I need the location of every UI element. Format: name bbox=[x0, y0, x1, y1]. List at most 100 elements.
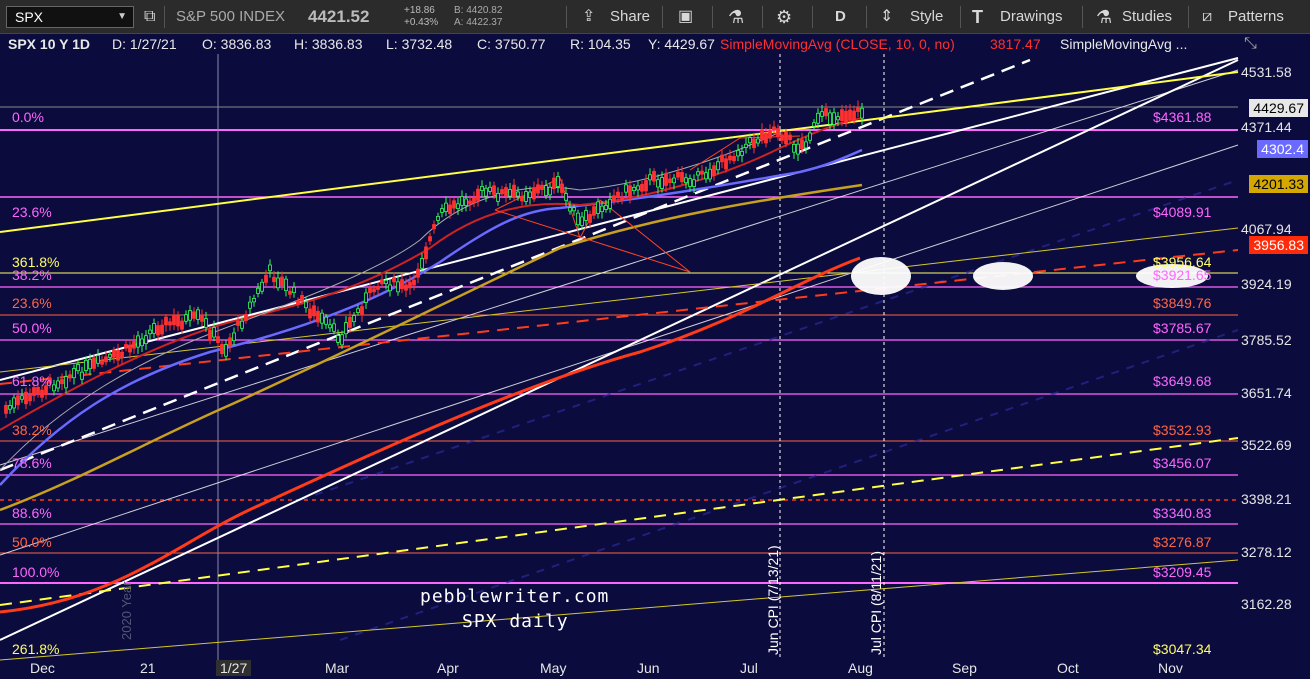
candle-body bbox=[560, 183, 564, 193]
link-symbol-icon[interactable]: ⧉ bbox=[144, 8, 156, 25]
candle-body bbox=[756, 138, 760, 144]
candle-body bbox=[784, 131, 788, 145]
divider bbox=[866, 6, 867, 28]
fib-right-label: $3956.64 bbox=[1153, 254, 1212, 270]
time-axis-tick: Nov bbox=[1158, 660, 1183, 676]
candle-body bbox=[752, 138, 756, 149]
candle-body bbox=[640, 183, 644, 192]
candle-body bbox=[820, 111, 824, 117]
candle-body bbox=[68, 374, 72, 379]
candle-body bbox=[108, 353, 112, 358]
share-icon[interactable]: ⇪ bbox=[582, 8, 596, 25]
candle-body bbox=[420, 258, 424, 269]
time-axis-tick: 1/27 bbox=[216, 660, 252, 676]
patterns-button[interactable]: Patterns bbox=[1228, 8, 1284, 25]
info-low: L: 3732.48 bbox=[386, 36, 453, 52]
candle-body bbox=[432, 224, 436, 230]
candle-body bbox=[652, 170, 656, 182]
time-axis-tick: Dec bbox=[30, 660, 55, 676]
candle-body bbox=[812, 122, 816, 127]
price-axis-tick: 3651.74 bbox=[1241, 385, 1292, 401]
sma-10-line bbox=[0, 117, 863, 431]
candle-body bbox=[348, 316, 352, 328]
last-price-box: 4429.67 bbox=[1249, 99, 1308, 117]
yellow-trendlines bbox=[0, 71, 1239, 661]
candle-body bbox=[768, 130, 772, 139]
symbol-text: SPX bbox=[15, 9, 44, 25]
candle-body bbox=[268, 264, 272, 272]
candle-body bbox=[500, 189, 504, 195]
candle-body bbox=[572, 207, 576, 212]
candle-body bbox=[136, 335, 140, 348]
candle-body bbox=[280, 276, 284, 286]
highlight-oval bbox=[851, 257, 911, 295]
candle-body bbox=[588, 214, 592, 223]
calendar-icon[interactable]: ▣ bbox=[678, 8, 694, 25]
fib-right-label: $4089.91 bbox=[1153, 204, 1212, 220]
studies-icon[interactable]: ⚗ bbox=[1096, 7, 1113, 27]
candle-body bbox=[272, 276, 276, 283]
candle-body bbox=[424, 246, 428, 260]
info-open: O: 3836.83 bbox=[202, 36, 272, 52]
candle-body bbox=[192, 311, 196, 319]
studies-button[interactable]: Studies bbox=[1122, 8, 1173, 25]
expand-icon[interactable]: ⤡ bbox=[1244, 35, 1257, 52]
year-annotation: 2020 Year bbox=[118, 560, 138, 640]
fib-left-label: 88.6% bbox=[12, 505, 52, 521]
candle-body bbox=[504, 187, 508, 197]
drawings-button[interactable]: Drawings bbox=[1000, 8, 1063, 25]
symbol-selector[interactable]: SPX ▼ bbox=[6, 6, 134, 28]
sma-blue-price-box: 4302.4 bbox=[1257, 140, 1308, 158]
divider bbox=[812, 6, 813, 28]
candle-body bbox=[480, 186, 484, 191]
candle-body bbox=[48, 379, 52, 384]
candle-body bbox=[468, 200, 472, 205]
price-axis-tick: 4067.94 bbox=[1241, 221, 1292, 237]
candle-body bbox=[552, 177, 556, 190]
candle-body bbox=[484, 187, 488, 197]
pct-change: +0.43% bbox=[404, 17, 439, 28]
style-icon[interactable]: ⇕ bbox=[880, 8, 894, 25]
candle-body bbox=[324, 316, 328, 325]
candle-body bbox=[616, 191, 620, 198]
style-button[interactable]: Style bbox=[910, 8, 944, 25]
sma-gold-line bbox=[0, 183, 863, 512]
price-axis-tick: 3522.69 bbox=[1241, 437, 1292, 453]
period-selector[interactable]: D bbox=[835, 8, 846, 25]
fib-left-label: 361.8% bbox=[12, 254, 60, 270]
candle-body bbox=[664, 173, 668, 186]
price-axis-tick: 4371.44 bbox=[1241, 119, 1292, 135]
drawings-icon[interactable]: T bbox=[972, 7, 983, 27]
candle-body bbox=[656, 179, 660, 188]
candle-body bbox=[360, 306, 364, 316]
candle-body bbox=[400, 279, 404, 290]
candle-body bbox=[696, 171, 700, 176]
info-high: H: 3836.83 bbox=[294, 36, 363, 52]
sma-red-price-box: 3956.83 bbox=[1249, 236, 1308, 254]
candle-body bbox=[648, 174, 652, 181]
candle-body bbox=[308, 308, 312, 319]
time-axis-tick: May bbox=[540, 660, 567, 676]
candle-body bbox=[80, 371, 84, 380]
candle-body bbox=[384, 279, 388, 284]
candle-body bbox=[580, 216, 584, 226]
candle-body bbox=[208, 329, 212, 341]
candle-body bbox=[416, 268, 420, 278]
candle-body bbox=[764, 132, 768, 144]
candle-body bbox=[4, 404, 8, 414]
candle-body bbox=[644, 180, 648, 192]
sma-gold-price-box: 4201.33 bbox=[1249, 175, 1308, 193]
share-button[interactable]: Share bbox=[610, 8, 651, 25]
sma1-label[interactable]: SimpleMovingAvg (CLOSE, 10, 0, no) bbox=[720, 36, 955, 52]
fib-left-label: 23.6% bbox=[12, 295, 52, 311]
flask-icon[interactable]: ⚗ bbox=[728, 7, 745, 27]
gear-icon[interactable]: ⚙ bbox=[776, 7, 793, 27]
candle-body bbox=[72, 368, 76, 379]
candle-body bbox=[556, 176, 560, 187]
candle-body bbox=[320, 312, 324, 324]
candle-body bbox=[112, 349, 116, 358]
patterns-icon[interactable]: ⧄ bbox=[1202, 8, 1213, 25]
watermark-caption: SPX daily bbox=[462, 611, 569, 632]
sma2-label[interactable]: SimpleMovingAvg ... bbox=[1060, 36, 1188, 52]
